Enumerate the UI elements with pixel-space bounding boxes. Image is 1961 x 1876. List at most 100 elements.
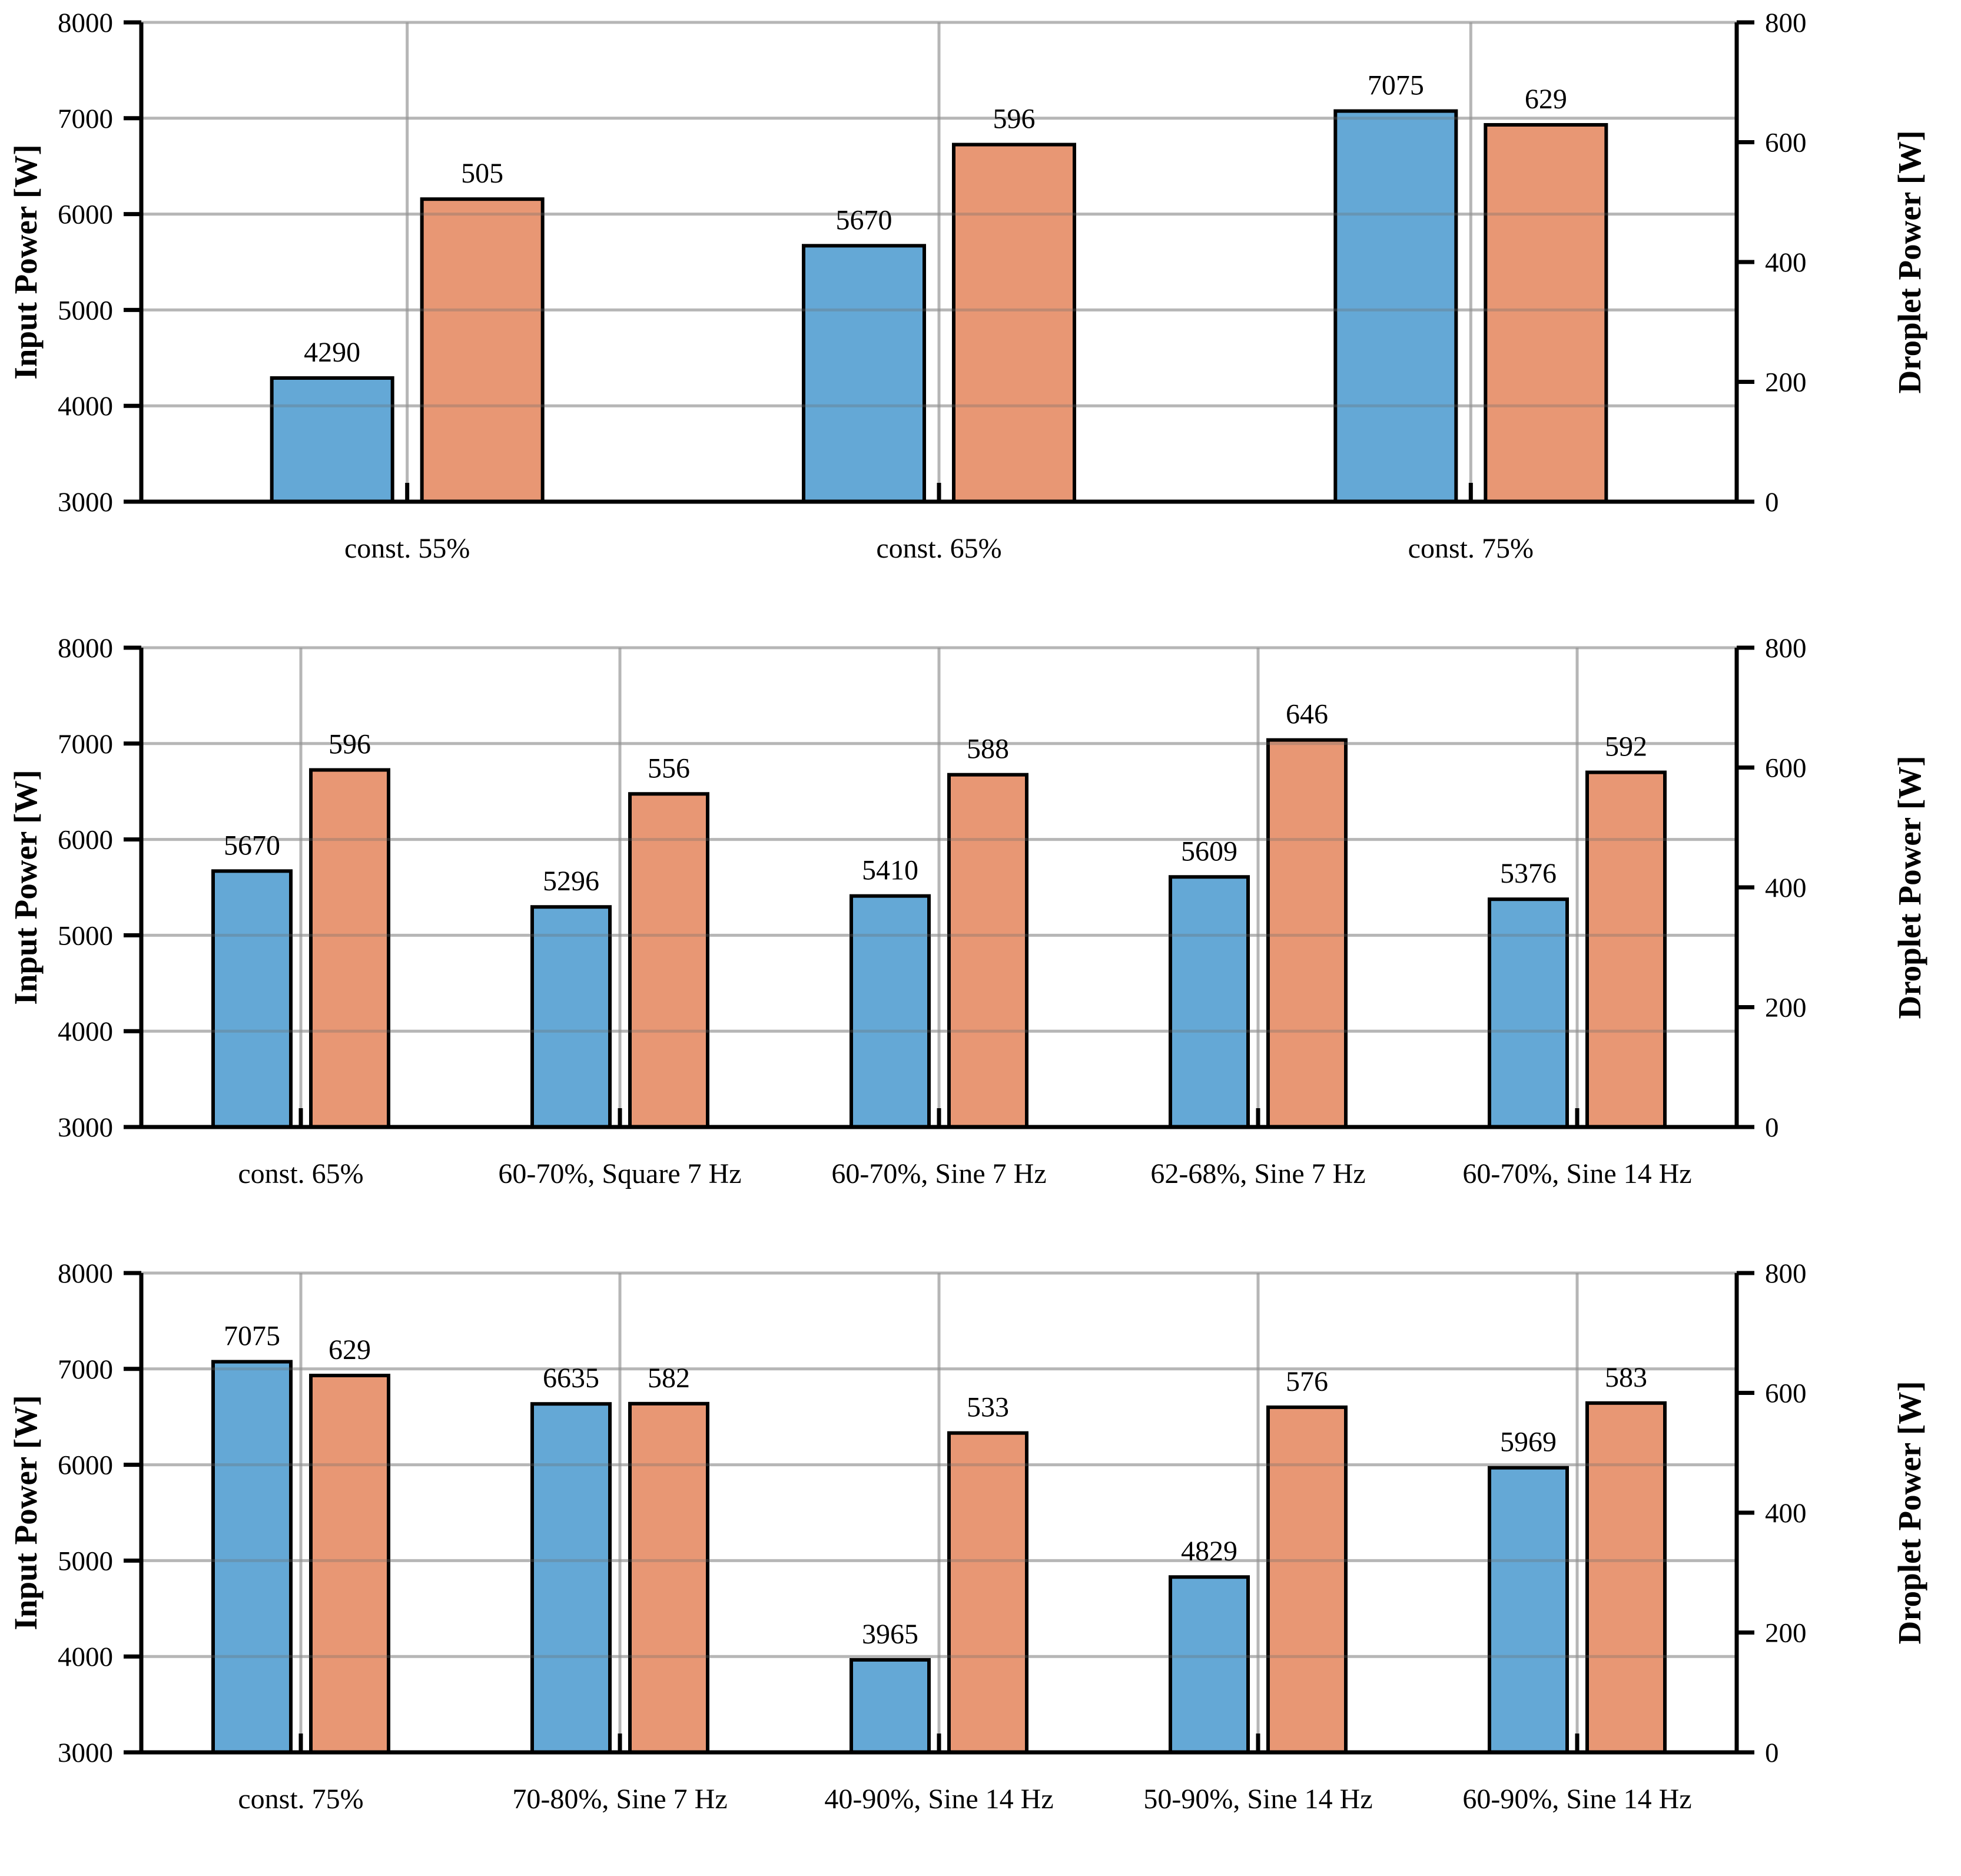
- category-label: const. 75%: [238, 1784, 363, 1815]
- bar-value-label: 3965: [862, 1619, 918, 1650]
- category-label: 60-70%, Sine 14 Hz: [1462, 1158, 1691, 1189]
- right-tick-label: 600: [1765, 753, 1807, 784]
- bar-value-label: 596: [993, 104, 1036, 135]
- left-tick-label: 3000: [58, 1112, 113, 1143]
- right-tick-label: 200: [1765, 993, 1807, 1023]
- left-tick-label: 4000: [58, 391, 113, 422]
- category-label: 60-70%, Sine 7 Hz: [831, 1158, 1046, 1189]
- bar-value-label: 5670: [836, 204, 892, 236]
- left-tick-label: 5000: [58, 920, 113, 951]
- bar-droplet-power: [628, 792, 709, 1129]
- axis-label-left: Input Power [W]: [8, 770, 44, 1005]
- bar-droplet-power: [947, 1431, 1028, 1754]
- category-label: 50-90%, Sine 14 Hz: [1143, 1784, 1372, 1815]
- bar-droplet-power: [309, 1373, 390, 1754]
- bar-droplet-power: [1266, 738, 1348, 1129]
- right-tick-label: 800: [1765, 633, 1807, 664]
- bar-droplet-power: [952, 142, 1076, 503]
- bar-droplet-power: [420, 197, 545, 504]
- bar-value-label: 583: [1605, 1362, 1647, 1393]
- category-label: const. 65%: [238, 1158, 363, 1189]
- left-tick-label: 5000: [58, 295, 113, 326]
- right-tick-label: 0: [1765, 1738, 1779, 1768]
- right-tick-label: 200: [1765, 367, 1807, 398]
- left-tick-label: 6000: [58, 825, 113, 856]
- bar-droplet-power: [947, 773, 1028, 1129]
- category-label: 62-68%, Sine 7 Hz: [1150, 1158, 1365, 1189]
- bar-value-label: 582: [648, 1363, 690, 1394]
- category-label: 70-80%, Sine 7 Hz: [512, 1784, 727, 1815]
- right-tick-label: 0: [1765, 487, 1779, 518]
- axis-label-left: Input Power [W]: [8, 1395, 44, 1630]
- category-label: const. 65%: [876, 533, 1001, 564]
- left-tick-label: 8000: [58, 1258, 113, 1289]
- left-tick-label: 3000: [58, 1738, 113, 1768]
- axis-label-right: Droplet Power [W]: [1892, 130, 1927, 393]
- bar-value-label: 7075: [1368, 70, 1424, 101]
- bar-value-label: 533: [967, 1392, 1009, 1423]
- bar-input-power: [850, 1658, 931, 1755]
- right-tick-label: 0: [1765, 1112, 1779, 1143]
- bar-value-label: 592: [1605, 731, 1647, 763]
- bar-value-label: 576: [1286, 1366, 1328, 1397]
- bar-droplet-power: [1585, 1401, 1667, 1754]
- right-tick-label: 400: [1765, 247, 1807, 278]
- chart-panel-75pct-modulation: 3000 4000 5000 6000 7000 8000 0 200 400 600 800 con…: [0, 1251, 1961, 1876]
- bar-droplet-power: [309, 768, 390, 1129]
- right-tick-label: 800: [1765, 1258, 1807, 1289]
- bar-input-power: [1488, 1466, 1569, 1754]
- bar-input-power: [270, 376, 394, 503]
- right-tick-label: 400: [1765, 873, 1807, 903]
- bar-input-power: [530, 1402, 612, 1754]
- bar-value-label: 646: [1286, 699, 1328, 730]
- bar-value-label: 5410: [862, 855, 918, 886]
- bar-value-label: 556: [648, 753, 690, 784]
- bar-input-power: [530, 905, 612, 1129]
- chart-panel-constant-duty: 3000 4000 5000 6000 7000 8000 0 200 400 600 800 con…: [0, 0, 1961, 625]
- left-tick-label: 7000: [58, 104, 113, 134]
- category-label: 60-70%, Square 7 Hz: [498, 1158, 741, 1189]
- bar-input-power: [850, 894, 931, 1129]
- bar-input-power: [1333, 109, 1458, 503]
- bar-value-label: 505: [461, 158, 503, 189]
- bar-input-power: [211, 869, 293, 1129]
- bar-input-power: [1169, 875, 1250, 1129]
- chart-svg-1: 3000 4000 5000 6000 7000 8000 0 200 400 600 800 con…: [8, 8, 1927, 564]
- bar-value-label: 7075: [224, 1321, 280, 1352]
- left-tick-label: 3000: [58, 487, 113, 518]
- bar-input-power: [1169, 1575, 1250, 1754]
- left-tick-label: 7000: [58, 1354, 113, 1385]
- left-tick-label: 8000: [58, 633, 113, 664]
- bar-value-label: 4290: [304, 337, 360, 368]
- chart-panel-65pct-modulation: 3000 4000 5000 6000 7000 8000 0 200 400 600 800 con…: [0, 625, 1961, 1251]
- bar-droplet-power: [1266, 1405, 1348, 1755]
- bar-value-label: 5670: [224, 830, 280, 861]
- bar-value-label: 5296: [543, 866, 599, 897]
- axis-label-left: Input Power [W]: [8, 144, 44, 379]
- bar-droplet-power: [628, 1401, 709, 1754]
- bar-value-label: 4829: [1181, 1536, 1237, 1567]
- axis-label-right: Droplet Power [W]: [1892, 1381, 1927, 1644]
- right-tick-label: 400: [1765, 1498, 1807, 1529]
- left-tick-label: 5000: [58, 1546, 113, 1576]
- bar-value-label: 5609: [1181, 836, 1237, 867]
- category-label: const. 55%: [344, 533, 470, 564]
- axis-label-right: Droplet Power [W]: [1892, 755, 1927, 1019]
- chart-svg-3: 3000 4000 5000 6000 7000 8000 0 200 400 600 800 con…: [8, 1258, 1927, 1815]
- right-tick-label: 600: [1765, 1378, 1807, 1409]
- category-label: const. 75%: [1408, 533, 1534, 564]
- bar-value-label: 5969: [1500, 1427, 1557, 1458]
- bar-value-label: 6635: [543, 1363, 599, 1394]
- bar-input-power: [211, 1360, 293, 1754]
- left-tick-label: 7000: [58, 729, 113, 760]
- left-tick-label: 8000: [58, 8, 113, 38]
- left-tick-label: 4000: [58, 1016, 113, 1047]
- right-tick-label: 800: [1765, 8, 1807, 38]
- category-label: 40-90%, Sine 14 Hz: [824, 1784, 1053, 1815]
- bar-input-power: [802, 244, 926, 503]
- bar-input-power: [1488, 897, 1569, 1129]
- right-tick-label: 600: [1765, 128, 1807, 158]
- bar-value-label: 596: [329, 729, 371, 760]
- bar-value-label: 629: [329, 1334, 371, 1365]
